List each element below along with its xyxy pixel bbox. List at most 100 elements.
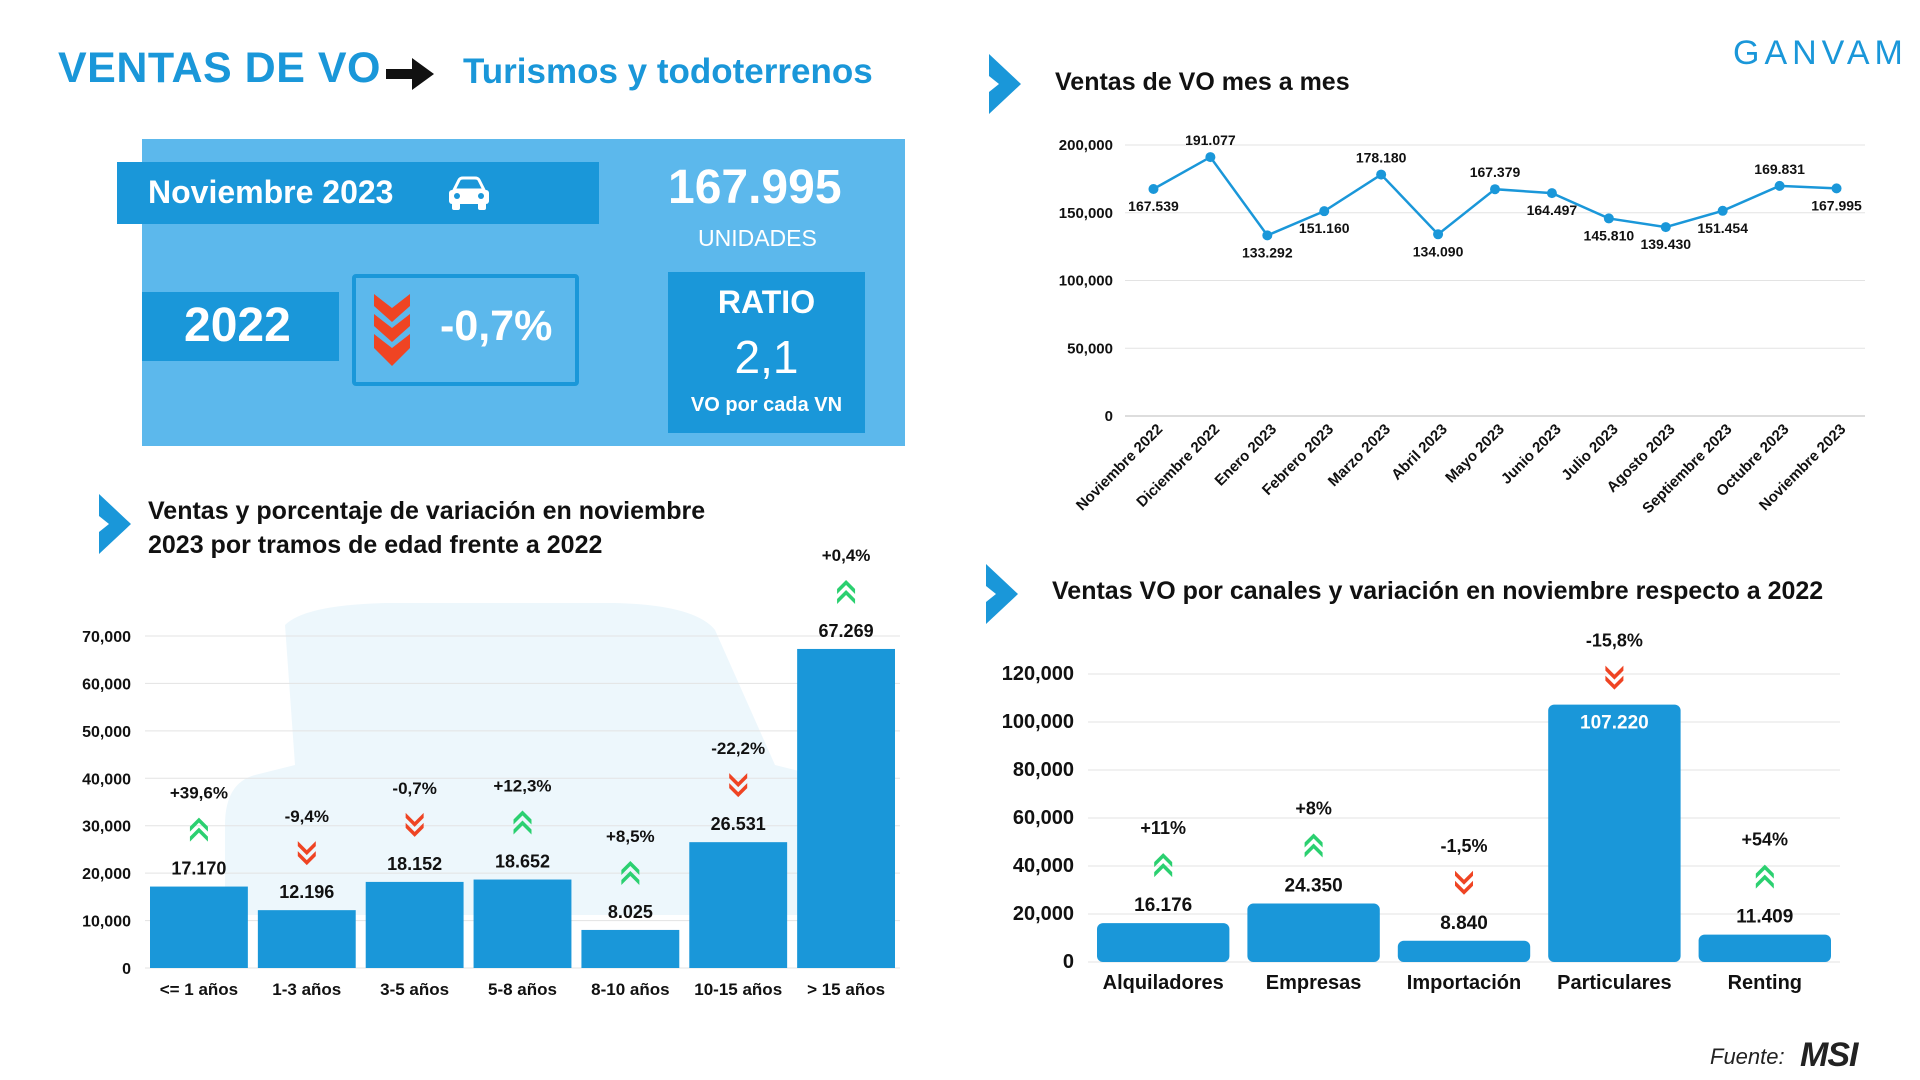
trend-chevron	[1755, 864, 1774, 879]
monthly-chart-title: Ventas de VO mes a mes	[1055, 68, 1350, 96]
data-point	[1774, 180, 1785, 191]
age-chart-title: Ventas y porcentaje de variación en novi…	[148, 497, 706, 559]
bar	[797, 648, 895, 968]
trend-chevron	[1605, 675, 1624, 690]
y-tick-label: 150,000	[1059, 205, 1113, 222]
data-label: 151.160	[1299, 220, 1350, 236]
trend-chevron	[1304, 833, 1323, 848]
kpi-total: 167.995	[668, 161, 842, 214]
x-tick-label: Particulares	[1557, 972, 1672, 994]
data-point	[1148, 183, 1159, 194]
data-label: 18.652	[495, 852, 550, 872]
bar	[150, 886, 248, 968]
arrow-right-icon	[386, 58, 434, 90]
data-point	[1546, 188, 1557, 199]
car-silhouette-watermark	[225, 603, 845, 915]
kpi-month: Noviembre 2023	[148, 174, 394, 210]
ratio-subtitle: VO por cada VN	[690, 394, 843, 416]
x-tick-label: Importación	[1407, 972, 1521, 994]
trend-chevron	[1154, 853, 1173, 868]
y-tick-label: 50,000	[82, 724, 131, 741]
brand-logo: GANVAM	[1733, 34, 1908, 72]
up-trend-icon	[837, 579, 856, 604]
monthly-line-chart: 050,000100,000150,000200,000167.539Novie…	[1059, 132, 1865, 517]
trend-chevron	[513, 820, 532, 835]
month-bar	[117, 162, 599, 224]
trend-chevron	[297, 851, 316, 866]
y-tick-label: 60,000	[82, 676, 131, 693]
variation-label: +39,6%	[170, 784, 228, 803]
data-point	[1262, 230, 1273, 241]
y-tick-label: 0	[122, 961, 131, 978]
up-trend-icon	[621, 860, 640, 885]
variation-box	[352, 274, 579, 386]
trend-chevron	[1455, 870, 1473, 885]
trend-chevron	[297, 841, 316, 856]
data-label: 8.025	[608, 902, 653, 922]
data-point	[1603, 213, 1614, 224]
y-tick-label: 70,000	[82, 629, 131, 646]
data-point	[1205, 152, 1216, 163]
data-point	[1831, 183, 1842, 194]
variation-label: +0,4%	[822, 546, 871, 565]
msi-logo: MSI	[1800, 1036, 1858, 1074]
bar	[473, 879, 572, 968]
y-tick-label: 120,000	[1002, 663, 1074, 685]
ratio-value: 2,1	[734, 331, 799, 383]
age-bar-chart: 0 10,000 20,000 30,000 40,000 50,000 60,000 70,…	[82, 546, 900, 999]
down-trend-icon	[1605, 665, 1624, 690]
data-point	[1490, 184, 1500, 195]
y-tick-label: 40,000	[1013, 855, 1074, 877]
data-label: 107.220	[1580, 713, 1649, 734]
y-tick-label: 10,000	[82, 914, 131, 931]
x-tick-label: <= 1 años	[160, 980, 238, 999]
page-title: VENTAS DE VO	[58, 44, 381, 92]
data-point	[1376, 169, 1387, 180]
x-tick-label: Renting	[1728, 972, 1802, 994]
x-tick-label: 5-8 años	[488, 980, 557, 999]
data-label: 12.196	[279, 882, 334, 902]
data-label: 164.497	[1527, 202, 1578, 218]
down-trend-icon	[405, 812, 424, 837]
trend-chevron	[1154, 863, 1173, 878]
y-tick-label: 20,000	[82, 866, 131, 883]
data-label: 8.840	[1440, 913, 1488, 934]
data-label: 16.176	[1134, 895, 1192, 916]
bar	[1097, 923, 1230, 962]
variation-label: +54%	[1742, 830, 1789, 850]
data-label: 139.430	[1640, 236, 1691, 252]
trend-chevron	[189, 827, 208, 842]
y-tick-label: 20,000	[1013, 903, 1074, 925]
up-trend-icon	[189, 817, 208, 842]
data-label: 151.454	[1697, 220, 1748, 236]
trend-chevron	[729, 783, 748, 798]
kpi-compare-year: 2022	[184, 299, 291, 352]
trend-chevron	[837, 579, 856, 594]
data-point	[1319, 206, 1330, 217]
data-label: 191.077	[1185, 132, 1236, 148]
trend-chevron	[1304, 843, 1323, 858]
data-label: 24.350	[1285, 876, 1343, 897]
x-tick-label: Junio 2023	[1498, 421, 1565, 488]
source-label: Fuente:	[1710, 1044, 1785, 1069]
y-tick-label: 200,000	[1059, 137, 1113, 154]
kpi-units-label: UNIDADES	[698, 225, 817, 251]
trend-chevron	[405, 812, 424, 827]
down-trend-icon	[729, 773, 748, 798]
variation-label: -15,8%	[1586, 631, 1643, 651]
data-label: 134.090	[1413, 243, 1464, 259]
bar	[1247, 903, 1380, 962]
trend-chevron	[1455, 880, 1473, 895]
y-tick-label: 50,000	[1067, 340, 1113, 357]
year-bar	[142, 292, 339, 361]
bar	[581, 929, 680, 968]
data-label: 167.539	[1128, 198, 1179, 214]
trend-chevron	[729, 773, 748, 788]
data-label: 17.170	[171, 859, 226, 879]
x-tick-label: Empresas	[1266, 972, 1362, 994]
ratio-title: RATIO	[717, 284, 816, 320]
x-tick-label: 3-5 años	[380, 980, 449, 999]
data-label: 67.269	[819, 621, 874, 641]
y-tick-label: 100,000	[1002, 711, 1074, 733]
data-label: 169.831	[1754, 161, 1805, 177]
